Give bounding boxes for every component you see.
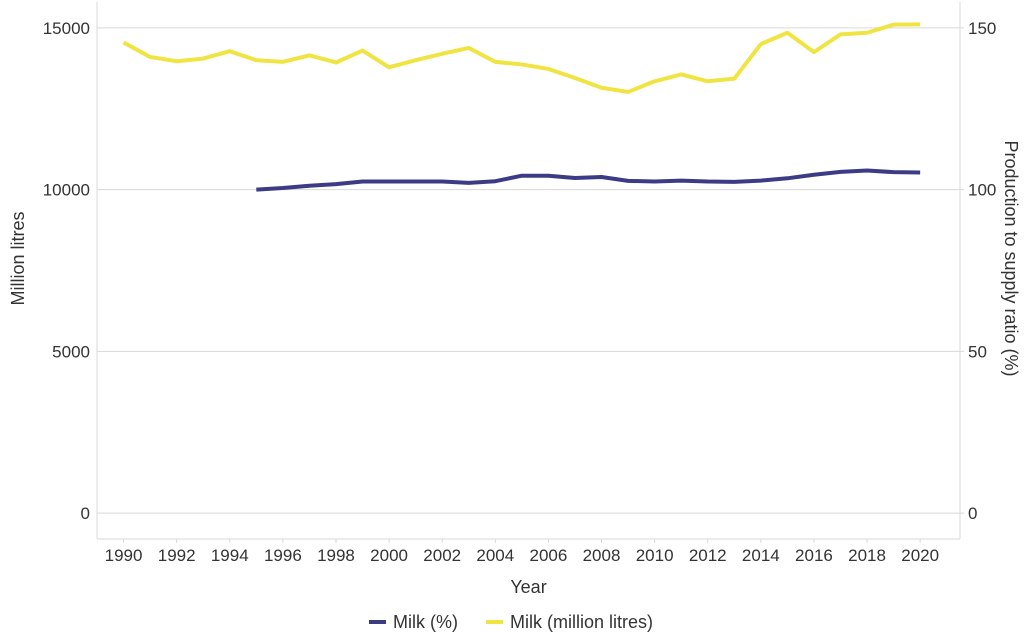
y-axis-right-ticks: 0 50 100 150 [960,19,996,523]
y-right-tick-label: 50 [968,342,987,361]
y-axis-right-title: Production to supply ratio (%) [1001,140,1021,376]
axis-frame [96,2,961,540]
x-tick-label: 2010 [636,546,674,565]
x-tick-label: 2006 [530,546,568,565]
x-tick-label: 2002 [423,546,461,565]
series-line-1 [122,22,921,94]
x-tick-label: 1990 [105,546,143,565]
y-right-tick-label: 150 [968,19,996,38]
legend-label-milk-million-litres: Milk (million litres) [510,612,653,632]
series-line-0 [256,168,921,192]
x-tick-label: 2016 [795,546,833,565]
gridlines [97,27,960,514]
y-axis-left-title: Million litres [8,211,28,305]
x-tick-label: 2012 [689,546,727,565]
x-tick-label: 2008 [583,546,621,565]
y-left-tick-label: 15000 [43,19,90,38]
x-axis-ticks: 1990 1992 1994 1996 1998 2000 2002 2004 2006 2008… [105,539,939,565]
legend-label-milk-percent: Milk (%) [393,612,458,632]
y-left-tick-label: 10000 [43,181,90,200]
x-axis-title: Year [510,577,546,597]
y-right-tick-label: 100 [968,181,996,200]
y-right-tick-label: 0 [968,504,977,523]
x-tick-label: 1996 [264,546,302,565]
x-tick-label: 1992 [158,546,196,565]
x-tick-label: 2004 [476,546,514,565]
x-tick-label: 2014 [742,546,780,565]
x-tick-label: 2020 [901,546,939,565]
x-tick-label: 2000 [370,546,408,565]
plot-background [97,2,960,539]
y-left-tick-label: 5000 [52,342,90,361]
y-axis-left-ticks: 0 5000 10000 15000 [43,19,90,523]
x-tick-label: 2018 [848,546,886,565]
plot-panel [96,2,961,540]
x-tick-label: 1998 [317,546,355,565]
series-lines [122,22,921,192]
x-tick-label: 1994 [211,546,249,565]
y-left-tick-label: 0 [81,504,90,523]
legend: Milk (%) Milk (million litres) [369,612,653,632]
